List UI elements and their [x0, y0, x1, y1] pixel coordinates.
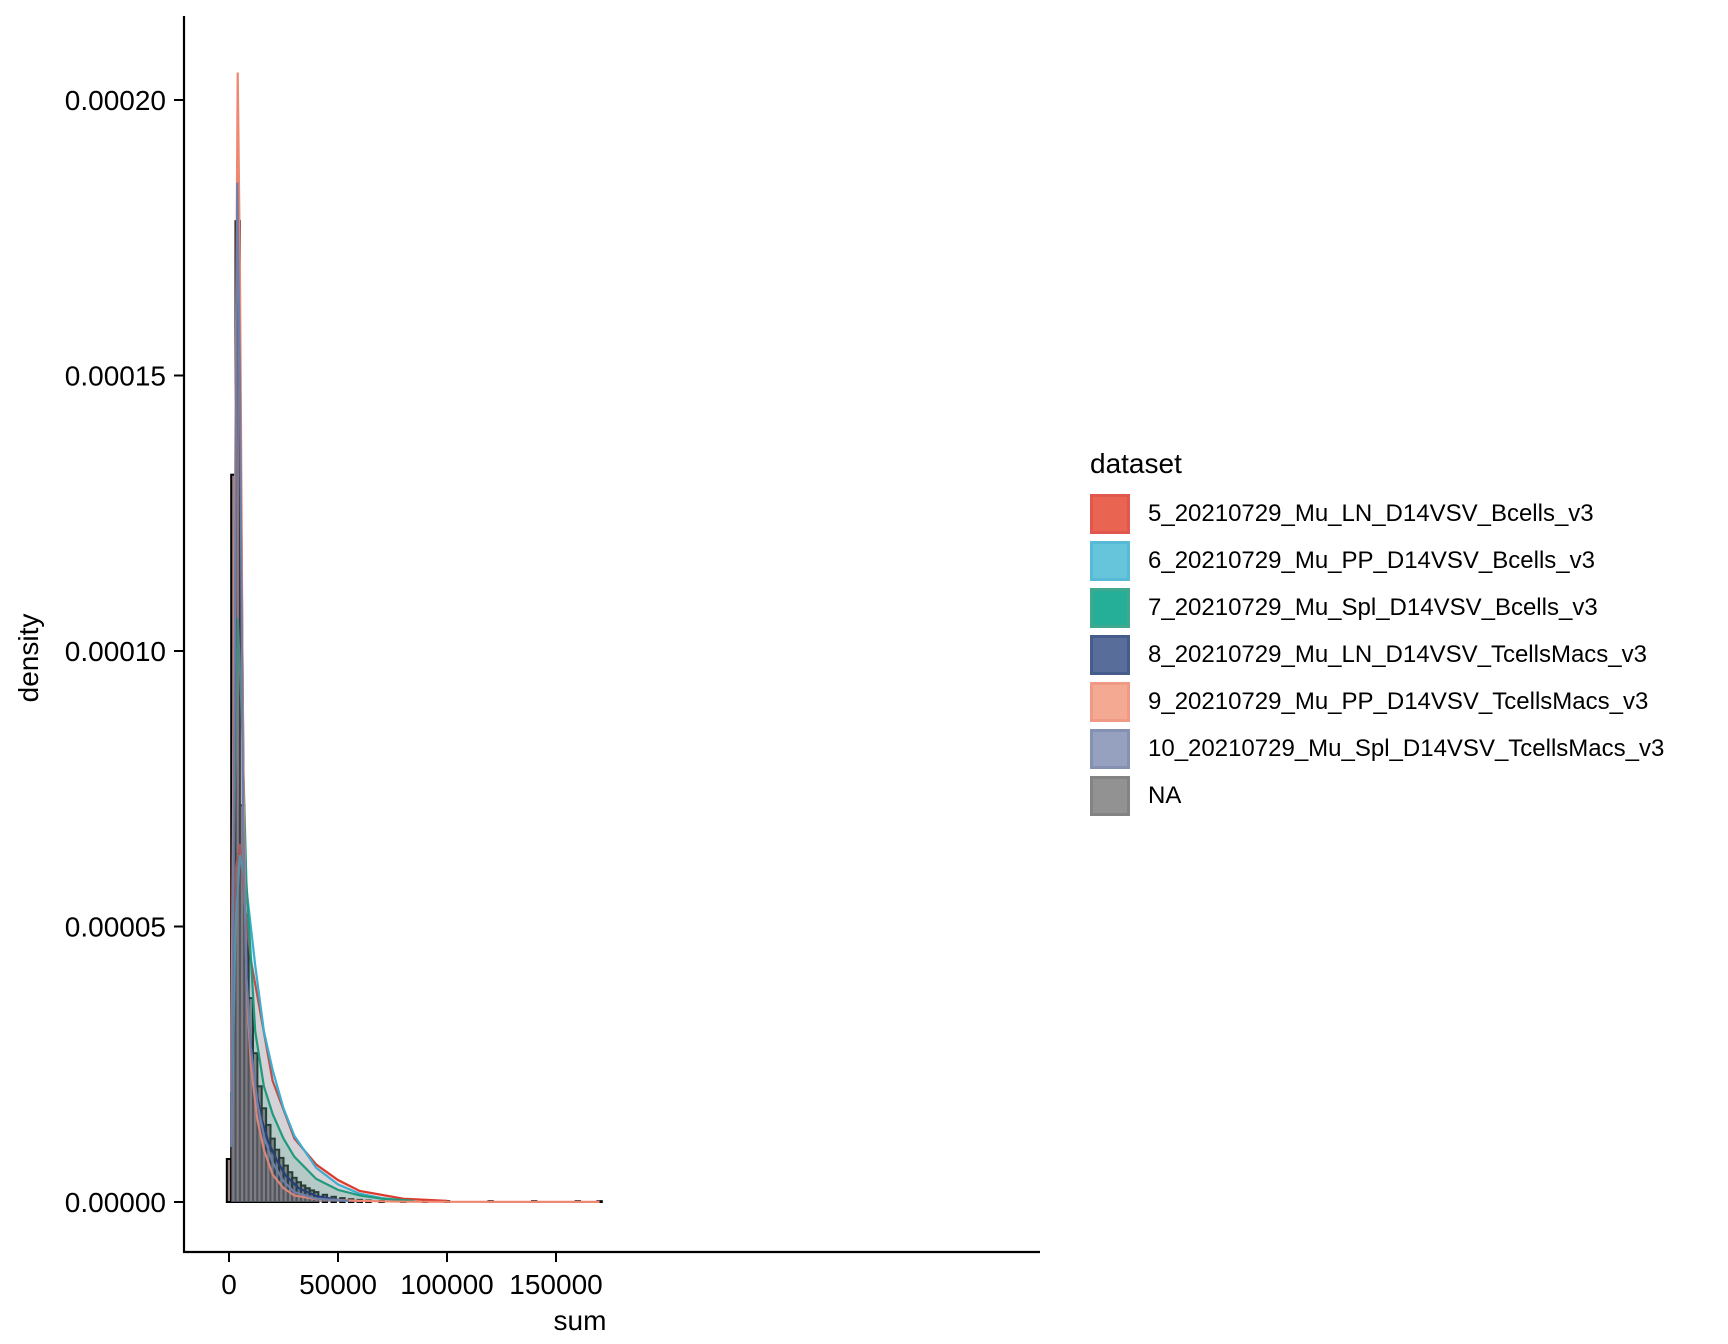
- legend-title: dataset: [1090, 448, 1182, 479]
- legend-label: 9_20210729_Mu_PP_D14VSV_TcellsMacs_v3: [1148, 687, 1649, 715]
- legend-swatch: [1090, 493, 1130, 534]
- legend-label: 6_20210729_Mu_PP_D14VSV_Bcells_v3: [1148, 546, 1595, 574]
- legend-swatch: [1090, 728, 1130, 769]
- y-tick-label: 0.00010: [65, 636, 166, 667]
- legend-item: 8_20210729_Mu_LN_D14VSV_TcellsMacs_v3: [1090, 631, 1664, 678]
- legend-label: NA: [1148, 781, 1182, 809]
- legend-item: 7_20210729_Mu_Spl_D14VSV_Bcells_v3: [1090, 584, 1664, 631]
- y-axis-label: density: [13, 614, 44, 703]
- legend-swatch: [1090, 681, 1130, 722]
- y-tick-label: 0.00005: [65, 912, 166, 943]
- x-axis-ticks: 0 50000 100000 150000: [221, 1252, 603, 1300]
- legend-label: 7_20210729_Mu_Spl_D14VSV_Bcells_v3: [1148, 593, 1598, 621]
- legend-swatch: [1090, 540, 1130, 581]
- axes: 0 50000 100000 150000 0.00000 0.00005 0.00010…: [13, 16, 1040, 1336]
- legend-label: 10_20210729_Mu_Spl_D14VSV_TcellsMacs_v3: [1148, 734, 1665, 762]
- legend-label: 5_20210729_Mu_LN_D14VSV_Bcells_v3: [1148, 499, 1594, 527]
- density-area: [231, 182, 349, 1203]
- legend-item: 10_20210729_Mu_Spl_D14VSV_TcellsMacs_v3: [1090, 725, 1664, 772]
- legend-swatch: [1090, 587, 1130, 628]
- density-curve: [230, 182, 349, 1202]
- density-curve: [230, 72, 600, 1203]
- y-tick-label: 0.00020: [65, 85, 166, 116]
- density-curve: [230, 854, 404, 1202]
- legend-item: 9_20210729_Mu_PP_D14VSV_TcellsMacs_v3: [1090, 678, 1664, 725]
- legend-label: 8_20210729_Mu_LN_D14VSV_TcellsMacs_v3: [1148, 640, 1647, 668]
- y-axis-ticks: 0.00000 0.00005 0.00010 0.00015 0.00020: [65, 85, 184, 1218]
- density-curve: [230, 843, 448, 1202]
- plot-area: [225, 72, 603, 1204]
- legend-swatch: [1090, 775, 1130, 816]
- legend-items: 5_20210729_Mu_LN_D14VSV_Bcells_v3 6_20210…: [1090, 490, 1664, 819]
- density-area: [231, 193, 360, 1202]
- legend: dataset 5_20210729_Mu_LN_D14VSV_Bcells_v…: [1090, 448, 1664, 819]
- legend-item: 5_20210729_Mu_LN_D14VSV_Bcells_v3: [1090, 490, 1664, 537]
- y-tick-label: 0.00000: [65, 1187, 166, 1218]
- density-area: [231, 72, 600, 1202]
- x-tick-label: 0: [221, 1269, 237, 1300]
- x-tick-label: 100000: [400, 1269, 493, 1300]
- density-curve: [230, 617, 415, 1202]
- legend-swatch: [1090, 634, 1130, 675]
- x-tick-label: 50000: [299, 1269, 377, 1300]
- x-tick-label: 150000: [509, 1269, 602, 1300]
- legend-item: 6_20210729_Mu_PP_D14VSV_Bcells_v3: [1090, 537, 1664, 584]
- legend-item: NA: [1090, 772, 1664, 819]
- density-area: [231, 617, 415, 1202]
- density-area: [231, 843, 447, 1202]
- y-tick-label: 0.00015: [65, 361, 166, 392]
- x-axis-label: sum: [554, 1305, 607, 1336]
